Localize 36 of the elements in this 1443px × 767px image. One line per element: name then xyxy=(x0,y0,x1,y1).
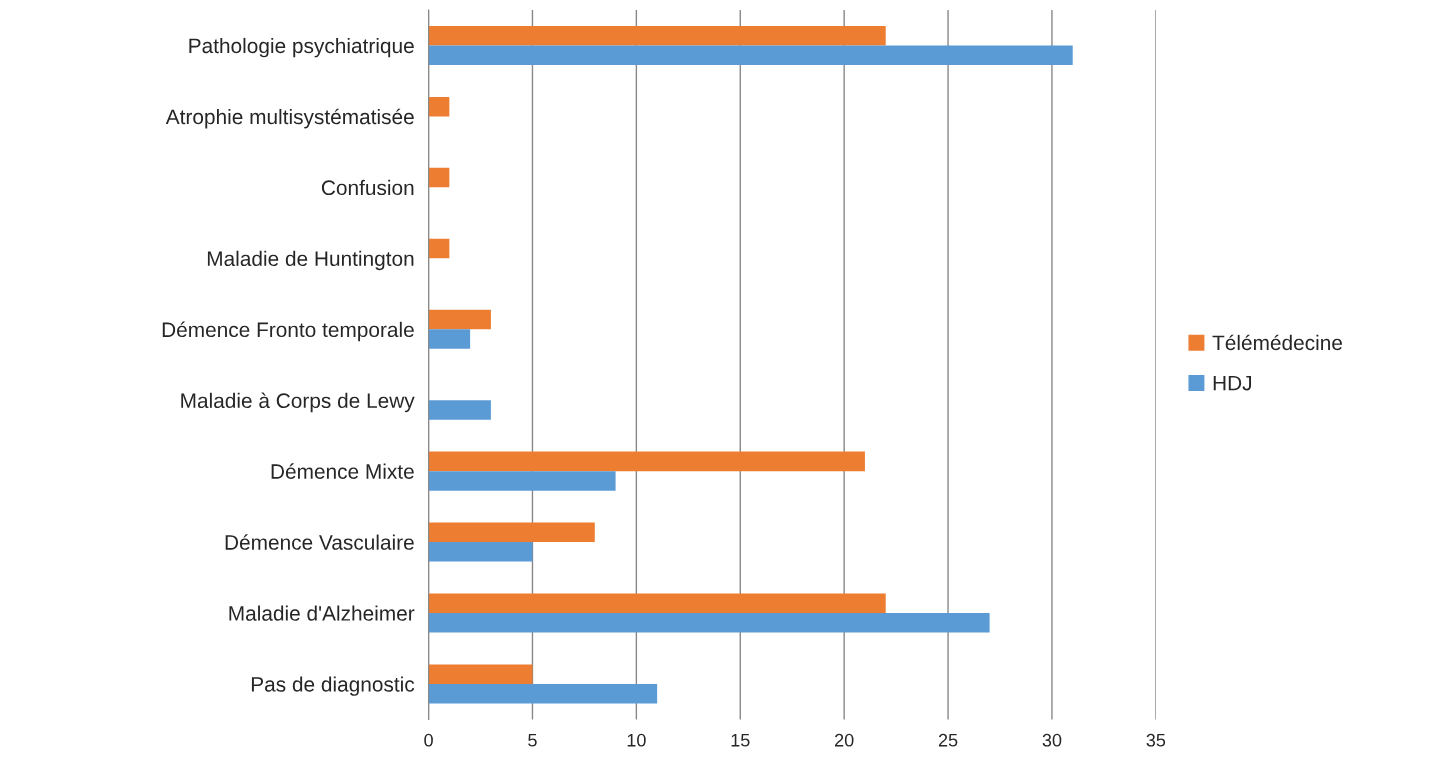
x-tick-label: 10 xyxy=(627,733,646,747)
legend-label: HDJ xyxy=(1213,375,1252,391)
x-tick-label: 35 xyxy=(1146,733,1166,747)
bar xyxy=(428,593,886,614)
bar xyxy=(428,96,450,117)
y-tick-label: Pas de diagnostic xyxy=(251,676,415,696)
bar xyxy=(428,451,865,472)
bar xyxy=(428,329,471,349)
x-tick-label: 20 xyxy=(835,733,854,747)
x-tick-label: 15 xyxy=(731,734,750,747)
y-tick-label: Maladie d'Alzheimer xyxy=(229,605,415,621)
x-tick-label: 30 xyxy=(1042,733,1062,747)
x-tick-label: 5 xyxy=(528,734,537,747)
y-tick-label: Pathologie psychiatrique xyxy=(189,37,414,58)
y-tick-label: Maladie à Corps de Lewy xyxy=(181,392,415,413)
bar xyxy=(428,522,595,543)
x-tick-label: 0 xyxy=(424,733,433,747)
bar xyxy=(428,664,533,684)
y-tick-label: Démence Mixte xyxy=(271,463,414,479)
y-tick-label: Atrophie multisystématisée xyxy=(165,108,414,129)
bar xyxy=(428,542,533,562)
y-tick-label: Démence Vasculaire xyxy=(225,534,414,550)
bar xyxy=(428,683,658,704)
x-tick-label: 25 xyxy=(938,733,958,747)
bar xyxy=(428,400,491,420)
bar xyxy=(428,309,491,330)
bar xyxy=(428,167,450,188)
y-tick-label: Maladie de Huntington xyxy=(207,250,414,271)
bar xyxy=(428,613,990,633)
y-tick-label: Confusion xyxy=(321,179,414,196)
bar xyxy=(428,238,450,259)
legend-label: Télémédecine xyxy=(1212,334,1342,351)
bar xyxy=(428,471,616,491)
y-tick-label: Démence Fronto temporale xyxy=(162,321,414,342)
bar xyxy=(428,25,886,46)
bar xyxy=(428,45,1073,65)
